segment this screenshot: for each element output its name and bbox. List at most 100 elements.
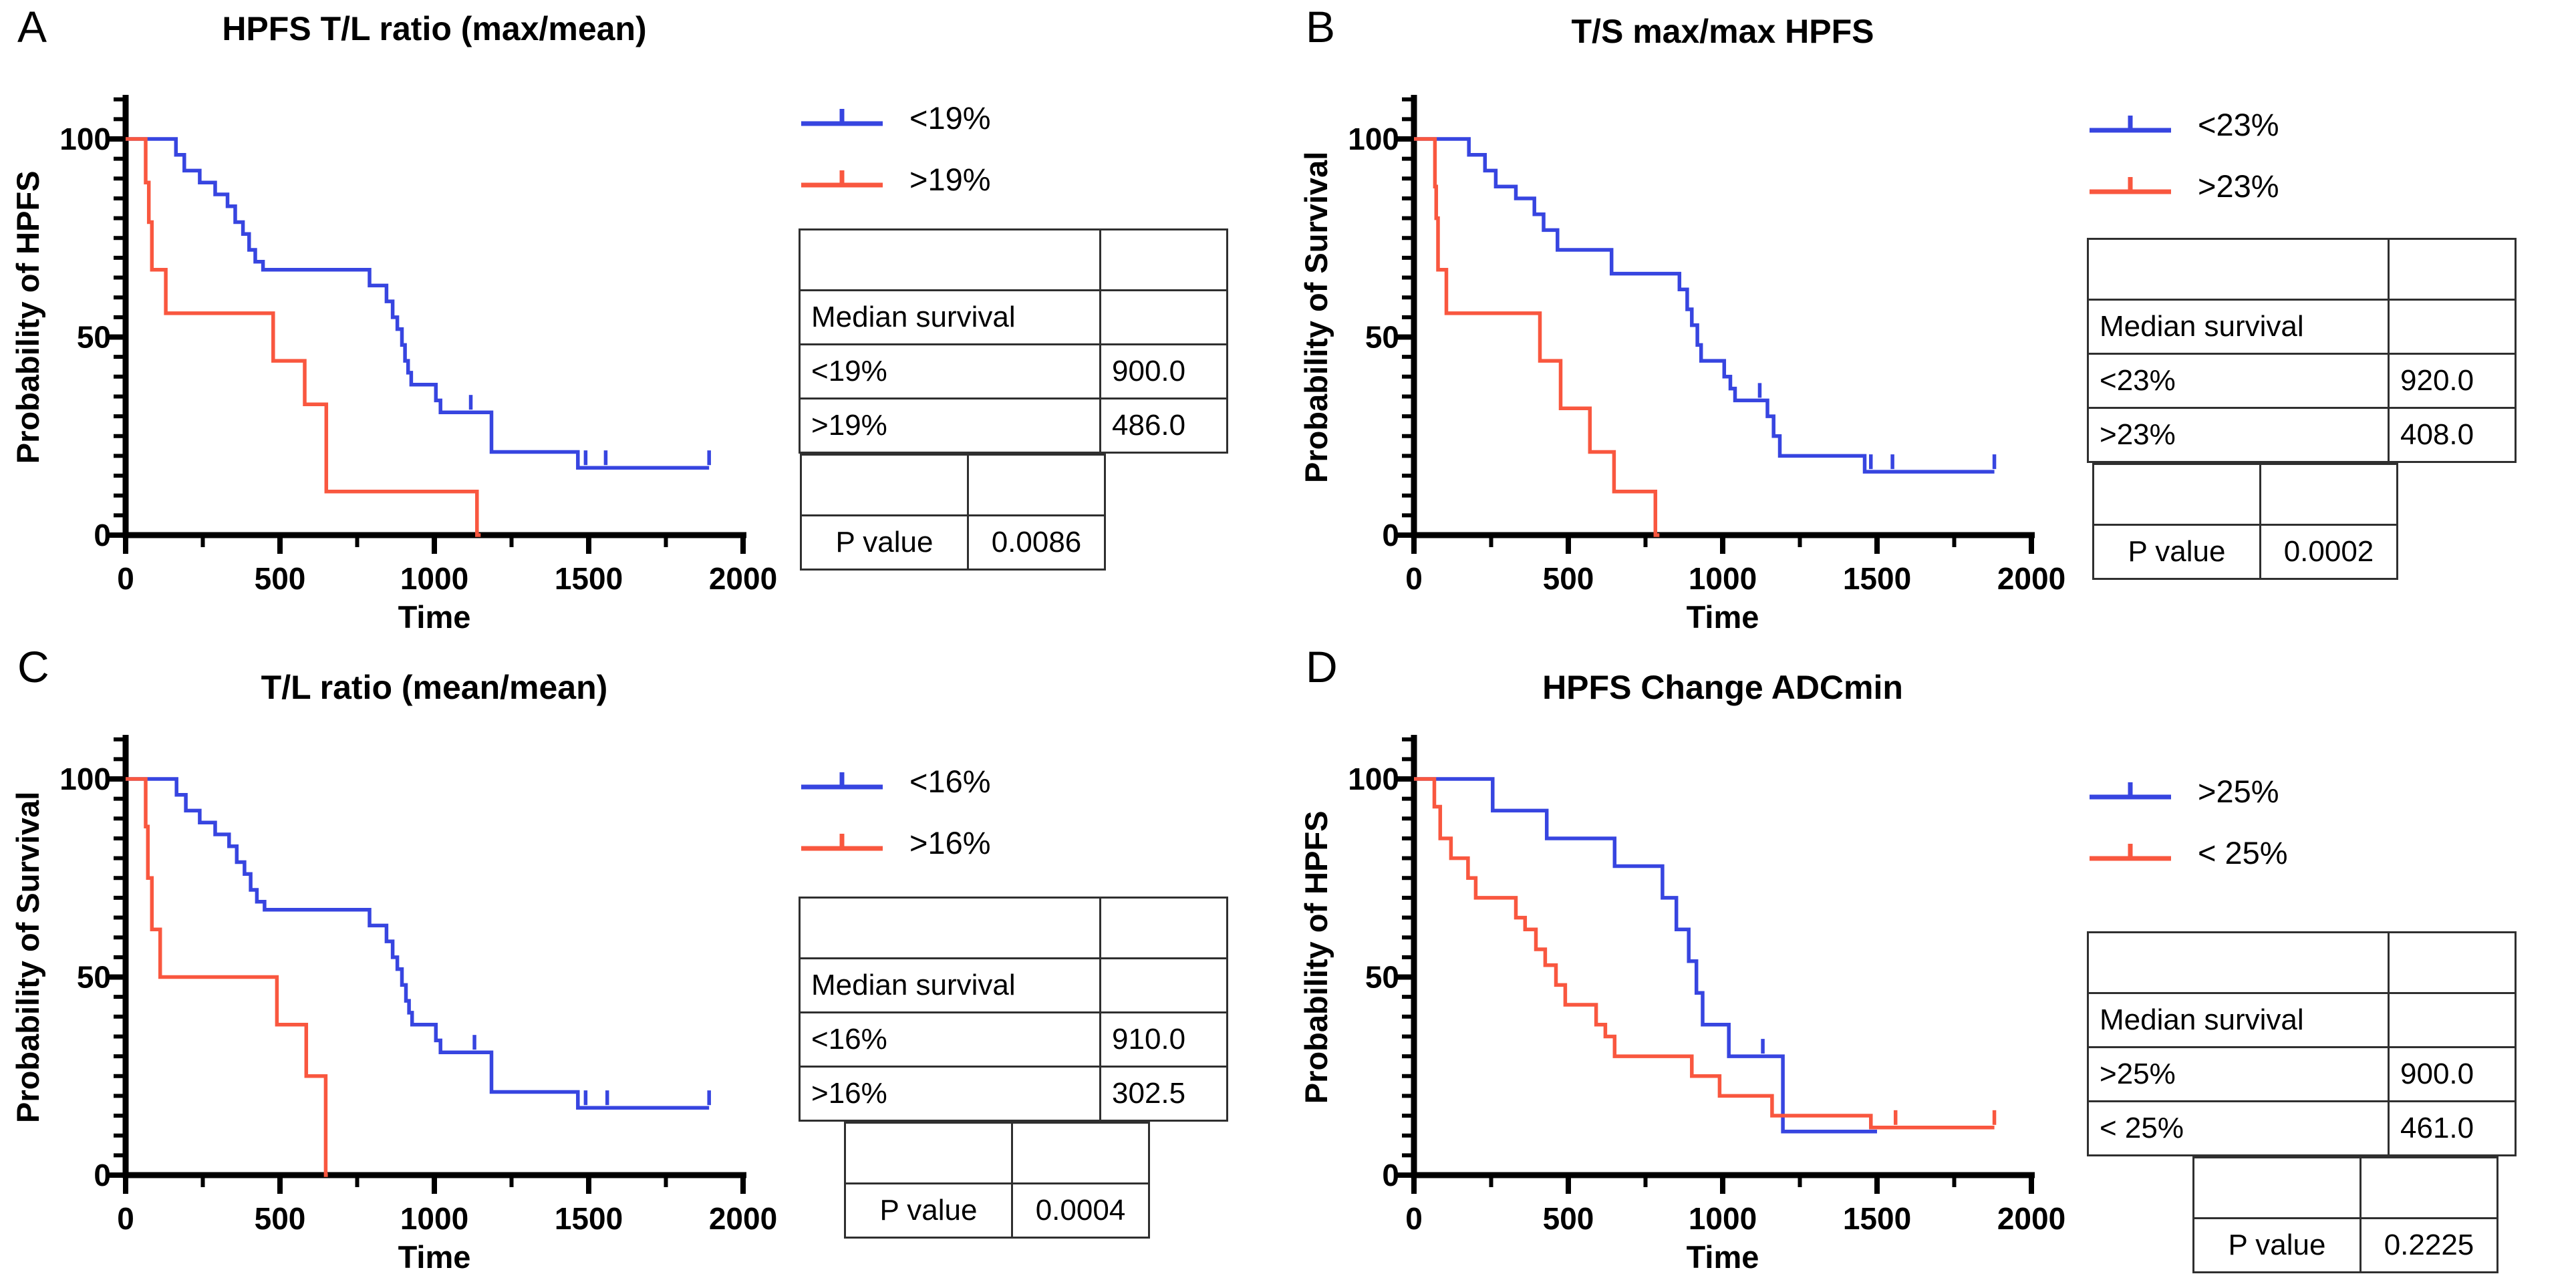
table-cell-empty: [2087, 931, 2390, 994]
table-cell: 900.0: [1099, 343, 1228, 399]
table-cell: 0.0002: [2259, 524, 2398, 580]
table-cell: 0.0086: [967, 514, 1106, 571]
table-row: P value 0.0002: [2092, 524, 2398, 580]
table-cell-empty: [1099, 957, 1228, 1013]
legend-item: <19%: [799, 100, 1283, 136]
x-axis-label: Time: [398, 1239, 471, 1275]
panel-letter: B: [1306, 2, 1336, 51]
legend: <23% >23%: [2087, 107, 2571, 204]
legend-item: <16%: [799, 764, 1283, 799]
censored-line-icon: [2090, 116, 2171, 133]
table-cell: 910.0: [1099, 1011, 1228, 1068]
table-cell-empty: [2388, 238, 2517, 301]
y-tick-label: 50: [1365, 320, 1399, 355]
y-axis-label: Probability of Survival: [13, 792, 45, 1123]
table-row: [799, 897, 1228, 959]
y-tick-label: 100: [1348, 122, 1399, 156]
x-tick-label: 500: [1543, 561, 1594, 596]
censored-line-icon: [2090, 177, 2171, 194]
chart-title: T/S max/max HPFS: [1571, 13, 1874, 50]
x-tick-label: 500: [1543, 1201, 1594, 1236]
km-curve: [126, 777, 328, 1177]
y-tick-label: 100: [59, 762, 111, 796]
censored-line-icon: [801, 170, 883, 188]
x-tick-label: 1000: [1689, 1201, 1757, 1236]
table-cell-empty: [2388, 299, 2517, 355]
table-row: [844, 1122, 1150, 1184]
legend-label: <19%: [909, 100, 991, 136]
legend: <16% >16%: [799, 764, 1283, 860]
p-value-table: P value 0.0086: [800, 454, 1106, 571]
table-cell: 920.0: [2388, 353, 2517, 409]
legend-item: >19%: [799, 162, 1283, 197]
censored-line-icon: [2090, 782, 2171, 800]
table-cell: P value: [2092, 524, 2261, 580]
table-cell: 0.2225: [2359, 1217, 2498, 1273]
x-tick-label: 500: [255, 561, 306, 596]
y-axis-label: Probability of Survival: [1302, 152, 1334, 483]
median-survival-table: Median survival <16% 910.0 >16% 302.5: [799, 897, 1228, 1122]
x-tick-label: 0: [117, 561, 134, 596]
legend-and-stats: <23% >23% Median survival <23% 920.0 >23%…: [2087, 0, 2571, 580]
table-cell: 0.0004: [1011, 1182, 1150, 1239]
table-cell: 900.0: [2388, 1046, 2517, 1102]
stats-tables: Median survival <16% 910.0 >16% 302.5 P va…: [799, 897, 1283, 1239]
p-value-table: P value 0.0002: [2092, 463, 2398, 580]
chart-title: HPFS Change ADCmin: [1542, 669, 1903, 706]
table-row: < 25% 461.0: [2087, 1100, 2517, 1156]
table-cell-empty: [1099, 897, 1228, 959]
table-cell: >23%: [2087, 407, 2390, 463]
x-tick-label: 1000: [400, 1201, 468, 1236]
legend-label: >16%: [909, 824, 991, 860]
table-row: Median survival: [2087, 992, 2517, 1048]
table-cell-empty: [799, 897, 1101, 959]
x-tick-label: 0: [1405, 561, 1423, 596]
table-cell: < 25%: [2087, 1100, 2390, 1156]
table-cell: >25%: [2087, 1046, 2390, 1102]
km-curve: [1414, 777, 1995, 1130]
table-row: [2087, 931, 2517, 994]
table-cell: 486.0: [1099, 397, 1228, 454]
table-cell: <16%: [799, 1011, 1101, 1068]
median-survival-table: Median survival <19% 900.0 >19% 486.0: [799, 228, 1228, 454]
table-row: >19% 486.0: [799, 397, 1228, 454]
table-cell-empty: [2259, 463, 2398, 526]
table-cell-empty: [800, 454, 969, 516]
x-tick-label: 1500: [555, 561, 623, 596]
x-tick-label: 2000: [709, 1201, 777, 1236]
table-row: <23% 920.0: [2087, 353, 2517, 409]
table-cell: Median survival: [799, 289, 1101, 345]
table-row: [2092, 463, 2398, 526]
table-row: >23% 408.0: [2087, 407, 2517, 463]
table-cell-empty: [967, 454, 1106, 516]
table-cell: <19%: [799, 343, 1101, 399]
y-axis-label: Probability of HPFS: [13, 170, 45, 464]
table-cell: P value: [2192, 1217, 2362, 1273]
panel-c: C T/L ratio (mean/mean) 0 50 100 0 500 1000 15…: [0, 640, 1288, 1280]
table-cell: P value: [844, 1182, 1013, 1239]
x-tick-label: 1500: [555, 1201, 623, 1236]
median-survival-table: Median survival >25% 900.0 < 25% 461.0: [2087, 931, 2517, 1156]
table-row: >25% 900.0: [2087, 1046, 2517, 1102]
legend-item: >23%: [2087, 168, 2571, 204]
legend-item: <23%: [2087, 107, 2571, 142]
x-tick-label: 1500: [1843, 561, 1911, 596]
x-tick-label: 0: [1405, 1201, 1423, 1236]
table-cell: 302.5: [1099, 1066, 1228, 1122]
table-row: P value 0.0004: [844, 1182, 1150, 1239]
p-value-table: P value 0.0004: [844, 1122, 1150, 1239]
table-cell: Median survival: [2087, 299, 2390, 355]
table-cell-empty: [844, 1122, 1013, 1184]
km-curve: [1414, 137, 1995, 474]
table-cell-empty: [1099, 228, 1228, 291]
y-tick-label: 50: [77, 960, 111, 995]
legend-label: >25%: [2198, 773, 2279, 809]
y-tick-label: 50: [1365, 960, 1399, 995]
legend: <19% >19%: [799, 100, 1283, 197]
table-cell: >16%: [799, 1066, 1101, 1122]
y-tick-label: 50: [77, 320, 111, 355]
